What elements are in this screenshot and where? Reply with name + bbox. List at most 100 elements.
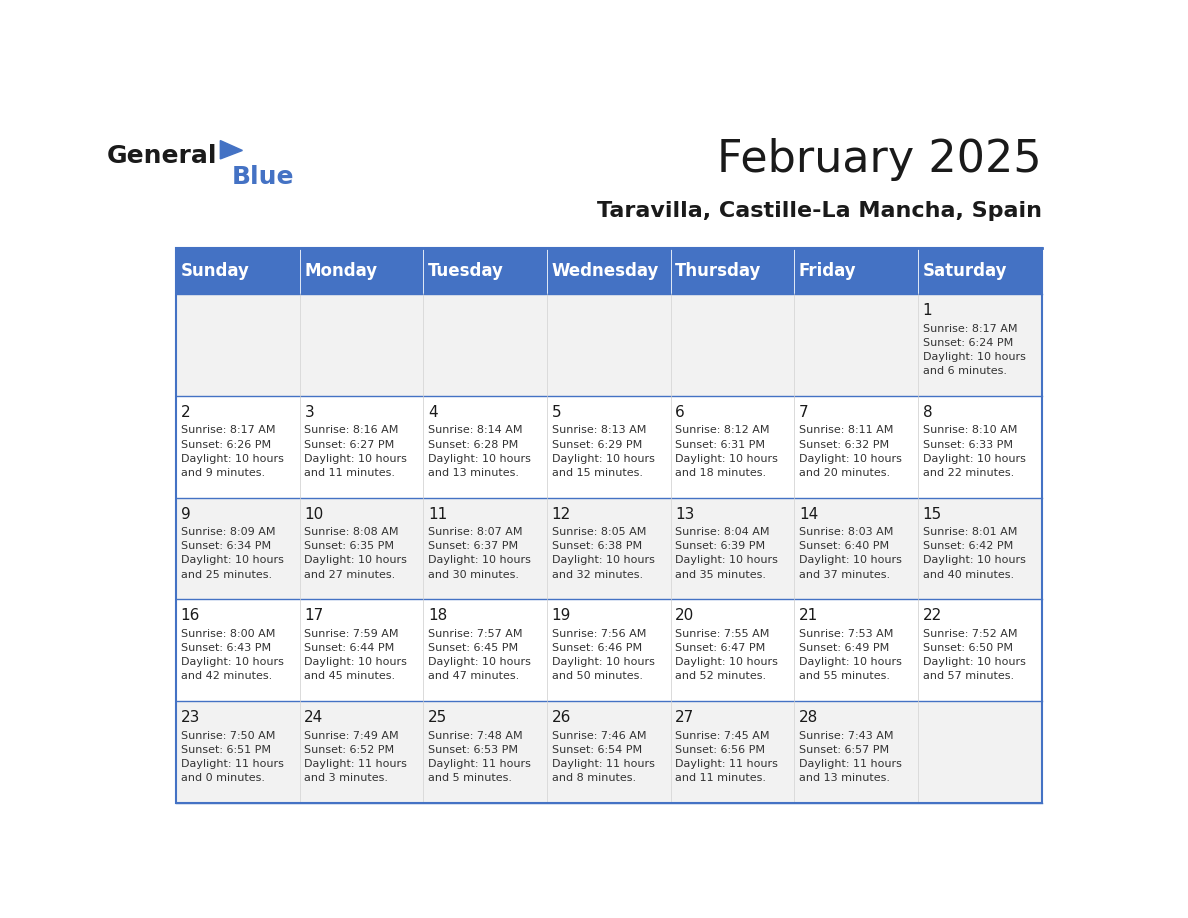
FancyBboxPatch shape [918,599,1042,701]
FancyBboxPatch shape [918,294,1042,396]
Text: Daylight: 10 hours: Daylight: 10 hours [798,453,902,464]
Text: Sunrise: 7:57 AM: Sunrise: 7:57 AM [428,629,523,639]
Text: and 3 minutes.: and 3 minutes. [304,773,388,783]
FancyBboxPatch shape [671,599,795,701]
FancyBboxPatch shape [795,701,918,803]
Text: 6: 6 [675,405,685,420]
Text: Sunrise: 8:00 AM: Sunrise: 8:00 AM [181,629,276,639]
Text: 22: 22 [923,609,942,623]
Text: Sunset: 6:35 PM: Sunset: 6:35 PM [304,542,394,552]
FancyBboxPatch shape [795,498,918,599]
Text: Sunset: 6:57 PM: Sunset: 6:57 PM [798,744,889,755]
Text: 24: 24 [304,711,323,725]
Text: 18: 18 [428,609,447,623]
Text: Daylight: 10 hours: Daylight: 10 hours [798,555,902,565]
Text: and 18 minutes.: and 18 minutes. [675,468,766,478]
Text: 5: 5 [551,405,561,420]
Text: 3: 3 [304,405,314,420]
Text: Sunrise: 7:56 AM: Sunrise: 7:56 AM [551,629,646,639]
FancyBboxPatch shape [176,396,299,498]
Text: and 37 minutes.: and 37 minutes. [798,569,890,579]
Text: Taravilla, Castille-La Mancha, Spain: Taravilla, Castille-La Mancha, Spain [596,200,1042,220]
FancyBboxPatch shape [423,248,546,294]
Text: Daylight: 10 hours: Daylight: 10 hours [923,453,1025,464]
Text: and 40 minutes.: and 40 minutes. [923,569,1013,579]
Text: Sunrise: 7:50 AM: Sunrise: 7:50 AM [181,731,276,741]
Text: and 22 minutes.: and 22 minutes. [923,468,1013,478]
Polygon shape [220,140,242,159]
Text: Sunset: 6:52 PM: Sunset: 6:52 PM [304,744,394,755]
Text: Sunset: 6:50 PM: Sunset: 6:50 PM [923,644,1012,653]
Text: Daylight: 10 hours: Daylight: 10 hours [181,657,284,667]
Text: Sunset: 6:28 PM: Sunset: 6:28 PM [428,440,518,450]
Text: Sunset: 6:40 PM: Sunset: 6:40 PM [798,542,889,552]
FancyBboxPatch shape [671,248,795,294]
Text: Sunrise: 8:12 AM: Sunrise: 8:12 AM [675,425,770,435]
Text: February 2025: February 2025 [716,138,1042,181]
FancyBboxPatch shape [795,294,918,396]
Text: 4: 4 [428,405,437,420]
Text: 14: 14 [798,507,819,521]
Text: 21: 21 [798,609,819,623]
FancyBboxPatch shape [176,294,299,396]
FancyBboxPatch shape [176,599,299,701]
Text: Daylight: 10 hours: Daylight: 10 hours [304,657,407,667]
Text: Sunrise: 8:14 AM: Sunrise: 8:14 AM [428,425,523,435]
Text: and 50 minutes.: and 50 minutes. [551,671,643,681]
Text: 23: 23 [181,711,200,725]
FancyBboxPatch shape [546,701,671,803]
FancyBboxPatch shape [918,701,1042,803]
Text: Sunday: Sunday [181,262,249,280]
Text: Wednesday: Wednesday [551,262,659,280]
FancyBboxPatch shape [299,701,423,803]
FancyBboxPatch shape [918,248,1042,294]
Text: 11: 11 [428,507,447,521]
Text: 9: 9 [181,507,190,521]
Text: Saturday: Saturday [923,262,1007,280]
Text: Sunset: 6:42 PM: Sunset: 6:42 PM [923,542,1013,552]
Text: Monday: Monday [304,262,378,280]
FancyBboxPatch shape [795,599,918,701]
Text: Sunrise: 7:52 AM: Sunrise: 7:52 AM [923,629,1017,639]
Text: 17: 17 [304,609,323,623]
Text: Sunset: 6:45 PM: Sunset: 6:45 PM [428,644,518,653]
Text: Sunset: 6:29 PM: Sunset: 6:29 PM [551,440,642,450]
Text: Tuesday: Tuesday [428,262,504,280]
Text: General: General [107,144,217,168]
Text: and 32 minutes.: and 32 minutes. [551,569,643,579]
Text: and 15 minutes.: and 15 minutes. [551,468,643,478]
Text: and 42 minutes.: and 42 minutes. [181,671,272,681]
FancyBboxPatch shape [671,701,795,803]
Text: and 9 minutes.: and 9 minutes. [181,468,265,478]
Text: Daylight: 10 hours: Daylight: 10 hours [923,555,1025,565]
Text: and 35 minutes.: and 35 minutes. [675,569,766,579]
Text: 2: 2 [181,405,190,420]
Text: Sunrise: 7:55 AM: Sunrise: 7:55 AM [675,629,770,639]
Text: 12: 12 [551,507,571,521]
FancyBboxPatch shape [299,396,423,498]
FancyBboxPatch shape [299,248,423,294]
FancyBboxPatch shape [299,498,423,599]
Text: Sunset: 6:54 PM: Sunset: 6:54 PM [551,744,642,755]
Text: 27: 27 [675,711,695,725]
Text: Sunset: 6:47 PM: Sunset: 6:47 PM [675,644,765,653]
Text: Daylight: 11 hours: Daylight: 11 hours [304,759,407,769]
Text: Daylight: 10 hours: Daylight: 10 hours [798,657,902,667]
Text: Sunrise: 8:04 AM: Sunrise: 8:04 AM [675,527,770,537]
FancyBboxPatch shape [795,396,918,498]
Text: and 20 minutes.: and 20 minutes. [798,468,890,478]
Text: and 11 minutes.: and 11 minutes. [675,773,766,783]
Text: Sunset: 6:34 PM: Sunset: 6:34 PM [181,542,271,552]
Text: Sunrise: 7:53 AM: Sunrise: 7:53 AM [798,629,893,639]
Text: Sunset: 6:31 PM: Sunset: 6:31 PM [675,440,765,450]
Text: Friday: Friday [798,262,857,280]
FancyBboxPatch shape [546,498,671,599]
Text: Daylight: 11 hours: Daylight: 11 hours [798,759,902,769]
Text: and 55 minutes.: and 55 minutes. [798,671,890,681]
Text: Daylight: 11 hours: Daylight: 11 hours [551,759,655,769]
Text: Daylight: 10 hours: Daylight: 10 hours [551,555,655,565]
Text: Sunset: 6:49 PM: Sunset: 6:49 PM [798,644,889,653]
Text: Daylight: 11 hours: Daylight: 11 hours [181,759,284,769]
Text: Sunrise: 8:17 AM: Sunrise: 8:17 AM [923,324,1017,333]
Text: Sunset: 6:56 PM: Sunset: 6:56 PM [675,744,765,755]
